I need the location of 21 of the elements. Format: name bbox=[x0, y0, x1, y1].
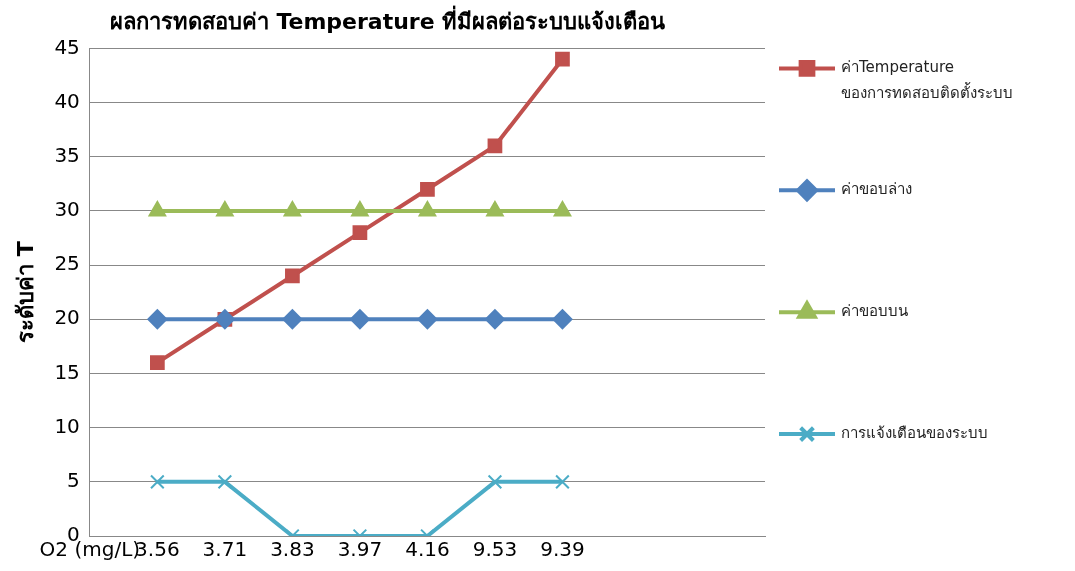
x-tick-label: 3.83 bbox=[270, 537, 315, 562]
legend-label: ค่าขอบบน bbox=[841, 302, 908, 321]
y-tick-label: 35 bbox=[54, 142, 80, 167]
y-tick-label: 20 bbox=[54, 305, 80, 330]
chart-title: ผลการทดสอบค่า Temperature ที่มีผลต่อระบบแจ้งเตือน bbox=[109, 4, 666, 34]
y-tick-label: 40 bbox=[54, 88, 80, 113]
x-tick-label: 9.39 bbox=[540, 537, 585, 562]
legend-label: การแจ้งเตือนของระบบ bbox=[841, 423, 988, 442]
x-tick-label: 9.53 bbox=[472, 537, 518, 562]
x-tick-label: 3.71 bbox=[202, 537, 248, 562]
x-tick-label: 4.16 bbox=[405, 537, 450, 562]
y-tick-label: 45 bbox=[54, 34, 80, 59]
x-tick-label: 3.97 bbox=[337, 537, 383, 562]
y-tick-label: 25 bbox=[54, 251, 80, 276]
y-tick-label: 10 bbox=[54, 413, 80, 438]
legend-label: ค่าTemperature ของการทดสอบติดตั้งระบบ bbox=[841, 58, 1013, 103]
y-tick-label: 5 bbox=[67, 468, 80, 493]
y-tick-label: 30 bbox=[54, 197, 80, 222]
legend-label: ค่าขอบล่าง bbox=[841, 180, 912, 199]
y-axis-title: ระดับค่า T bbox=[12, 241, 38, 344]
y-tick-label: 15 bbox=[54, 359, 80, 384]
